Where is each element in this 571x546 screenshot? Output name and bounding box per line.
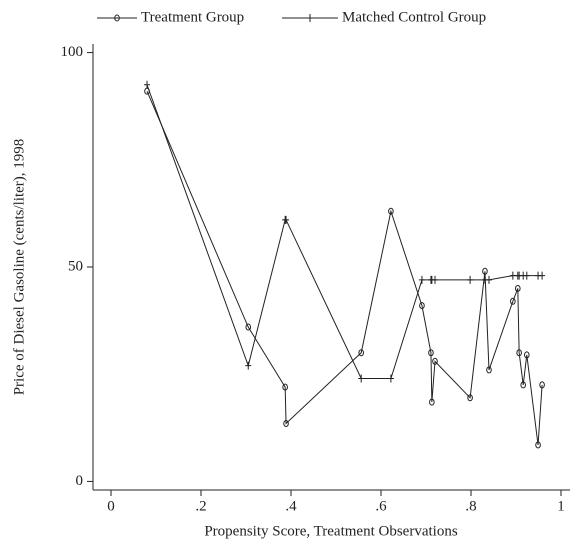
data-point [539,271,546,280]
data-point [515,284,521,292]
x-tick-label: .8 [465,498,476,514]
data-point [282,383,288,391]
data-point [482,267,488,275]
data-point [486,275,492,284]
data-point [388,207,394,215]
data-point [419,302,425,310]
data-point [358,374,365,383]
data-point [245,323,252,331]
data-point [524,351,530,359]
y-tick-label: 50 [68,258,83,274]
data-point [467,275,474,284]
series-line [146,90,543,446]
x-tick-label: .6 [375,498,387,514]
data-point [418,275,425,284]
legend-marker [307,14,313,22]
legend-marker [114,14,120,22]
series-line [146,84,543,379]
data-point [510,297,516,305]
y-tick-label: 0 [76,473,84,489]
data-point [520,381,527,389]
data-point [358,349,365,357]
data-point [467,394,473,402]
data-point [144,80,150,89]
data-point [523,271,530,280]
data-point [486,366,492,374]
data-point [283,420,289,428]
data-point [432,357,438,365]
legend-label: Treatment Group [141,9,244,25]
data-point [387,374,394,383]
x-tick-label: .2 [195,498,206,514]
x-tick-label: .4 [285,498,297,514]
data-point [432,275,438,284]
data-point [428,349,434,357]
x-tick-label: 1 [557,498,565,514]
x-axis-label: Propensity Score, Treatment Observations [204,523,457,539]
legend-label: Matched Control Group [342,9,486,25]
data-point [539,381,545,389]
y-tick-label: 100 [61,44,84,60]
data-point [429,398,435,406]
data-point [245,361,252,370]
data-point [283,215,290,224]
y-axis-label: Price of Diesel Gasoline (cents/liter), … [11,139,27,396]
x-tick-label: 0 [107,498,115,514]
data-point [516,349,522,357]
data-point [535,441,541,449]
